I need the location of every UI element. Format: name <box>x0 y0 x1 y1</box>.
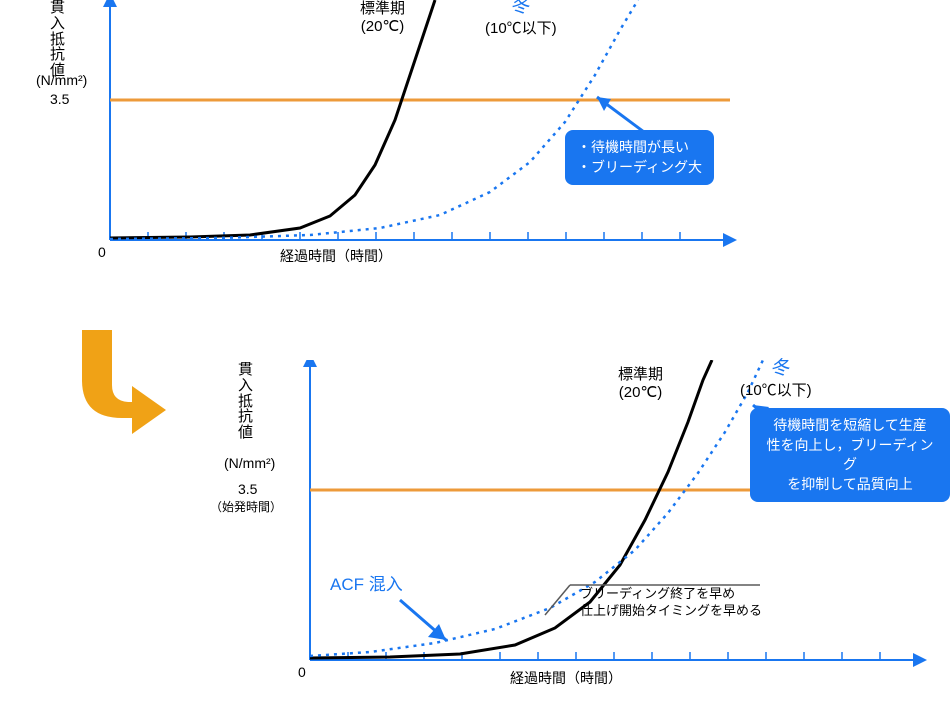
callout-solution: 待機時間を短縮して生産 性を向上し，ブリーディング を抑制して品質向上 <box>750 408 950 502</box>
origin-label: 0 <box>98 244 106 260</box>
threshold-label: 3.5 <box>238 481 257 497</box>
y-axis-unit: (N/mm²) <box>224 455 275 471</box>
origin-label: 0 <box>298 664 306 680</box>
note-bleeding: ブリーディング終了を早め 仕上げ開始タイミングを早める <box>580 586 762 620</box>
chart-bottom: 貫入抵抗値 (N/mm²) 3.5 （始発時間） 0 経過時間（時間） 標準期 … <box>260 360 950 700</box>
threshold-sub-label: （始発時間） <box>210 498 282 515</box>
chart-top: 貫入抵抗値 (N/mm²) 3.5 0 経過時間（時間） 標準期 (20℃) 冬… <box>70 0 790 260</box>
winter-curve-title: 冬 <box>770 358 789 381</box>
callout-problem: ・待機時間が長い ・ブリーディング大 <box>565 130 714 185</box>
standard-curve-label: 標準期 (20℃) <box>360 0 405 36</box>
standard-curve-label: 標準期 (20℃) <box>618 366 663 402</box>
winter-curve-label: (10℃以下) <box>740 382 812 400</box>
winter-curve-label: (10℃以下) <box>485 20 557 38</box>
y-axis-label: 貫入抵抗値 <box>50 0 65 79</box>
y-axis-unit: (N/mm²) <box>36 72 87 88</box>
winter-curve-title: 冬 <box>510 0 529 19</box>
x-axis-label: 経過時間（時間） <box>280 246 392 266</box>
y-axis-label: 貫入抵抗値 <box>238 362 253 441</box>
acf-label: ACF 混入 <box>330 570 403 595</box>
x-axis-label: 経過時間（時間） <box>510 668 622 688</box>
transition-arrow-icon <box>60 330 170 455</box>
threshold-label: 3.5 <box>50 91 69 107</box>
